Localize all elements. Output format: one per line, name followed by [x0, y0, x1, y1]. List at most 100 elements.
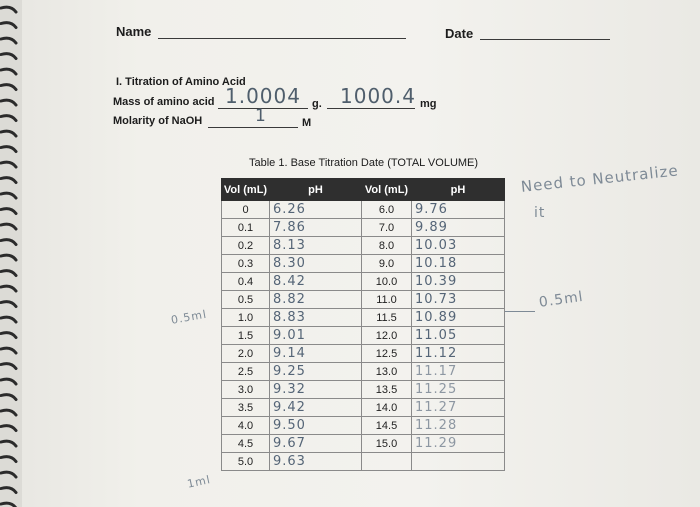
mass-unit-g: g. [312, 98, 322, 110]
spiral-ring [0, 253, 18, 262]
section-title: I. Titration of Amino Acid [116, 76, 246, 88]
vol-cell: 12.0 [361, 326, 412, 345]
vol-cell: 14.5 [361, 416, 412, 435]
vol-cell: 6.0 [361, 200, 412, 219]
table-row: 0.2 8.13 8.0 10.03 [221, 236, 505, 255]
mass-unit-mg: mg [420, 98, 437, 110]
spiral-ring [0, 52, 18, 60]
spiral-ring [0, 114, 18, 122]
spiral-ring [0, 331, 18, 339]
vol-cell: 0 [221, 200, 270, 219]
spiral-ring [0, 486, 18, 494]
ph-cell: 11.12 [411, 344, 505, 363]
name-label: Name [116, 24, 152, 39]
note-neutralize-it: it [534, 205, 546, 221]
titration-table: Vol (mL) pH Vol (mL) pH 0 6.26 6.0 9.76 0.1 7… [221, 178, 505, 471]
ph-cell: 11.27 [411, 398, 505, 417]
mass-value-mg: 1000.4 [340, 84, 416, 108]
vol-cell: 5.0 [221, 452, 270, 471]
date-line [480, 39, 610, 40]
spiral-ring [0, 284, 18, 293]
vol-cell: 13.5 [361, 380, 412, 399]
vol-cell: 1.0 [221, 308, 270, 327]
vol-cell: 2.0 [221, 344, 270, 363]
header-ph-1: pH [269, 178, 362, 201]
mass-mg-line [327, 108, 415, 109]
ph-cell: 9.25 [269, 362, 362, 381]
vol-cell: 4.0 [221, 416, 270, 435]
table-row: 5.0 9.63 [221, 452, 505, 471]
ph-cell: 10.18 [411, 254, 505, 273]
name-line [158, 38, 406, 39]
ph-cell: 8.13 [269, 236, 362, 255]
spiral-ring [0, 470, 18, 479]
table-header-row: Vol (mL) pH Vol (mL) pH [221, 178, 505, 201]
vol-cell: 8.0 [361, 236, 412, 255]
vol-cell: 3.5 [221, 398, 270, 417]
spiral-ring [0, 238, 18, 246]
table-row: 3.5 9.42 14.0 11.27 [221, 398, 505, 417]
spiral-ring [0, 269, 18, 277]
vol-cell: 0.1 [221, 218, 270, 237]
spiral-ring [0, 83, 18, 91]
vol-cell [361, 452, 412, 471]
ph-cell: 9.89 [411, 218, 505, 237]
ph-cell: 9.50 [269, 416, 362, 435]
spiral-ring [0, 160, 18, 169]
spiral-ring [0, 362, 18, 370]
table-row: 4.5 9.67 15.0 11.29 [221, 434, 505, 453]
molarity-label: Molarity of NaOH [113, 115, 203, 127]
vol-cell: 1.5 [221, 326, 270, 345]
table-row: 0.3 8.30 9.0 10.18 [221, 254, 505, 273]
vol-cell: 13.0 [361, 362, 412, 381]
ph-cell: 9.01 [269, 326, 362, 345]
ph-cell: 11.29 [411, 434, 505, 453]
ph-cell: 6.26 [269, 200, 362, 219]
table-row: 1.5 9.01 12.0 11.05 [221, 326, 505, 345]
ph-cell: 9.76 [411, 200, 505, 219]
spiral-ring [0, 424, 18, 432]
ph-cell: 9.63 [269, 452, 362, 471]
ph-cell: 8.30 [269, 254, 362, 273]
molarity-value: 1 [255, 106, 267, 126]
table-body: 0 6.26 6.0 9.76 0.1 7.86 7.0 9.89 0.2 8.13 8.0 10.0… [221, 200, 505, 471]
header-vol-1: Vol (mL) [221, 178, 270, 201]
vol-cell: 2.5 [221, 362, 270, 381]
vol-cell: 0.2 [221, 236, 270, 255]
ph-cell: 8.83 [269, 308, 362, 327]
spiral-ring [0, 455, 18, 463]
ph-cell: 9.14 [269, 344, 362, 363]
mass-label: Mass of amino acid [113, 96, 215, 108]
spiral-ring [0, 36, 18, 45]
spiral-ring [0, 439, 18, 448]
ph-cell: 11.05 [411, 326, 505, 345]
molarity-line [208, 127, 298, 128]
ph-cell [411, 452, 505, 471]
ph-cell: 10.03 [411, 236, 505, 255]
vol-cell: 9.0 [361, 254, 412, 273]
table-row: 2.0 9.14 12.5 11.12 [221, 344, 505, 363]
note-step-line [505, 311, 535, 312]
spiral-ring [0, 98, 18, 107]
vol-cell: 10.0 [361, 272, 412, 291]
table-caption: Table 1. Base Titration Date (TOTAL VOLU… [249, 157, 479, 169]
vol-cell: 0.5 [221, 290, 270, 309]
spiral-ring [0, 5, 18, 14]
spiral-ring [0, 222, 18, 231]
spiral-ring [0, 21, 18, 29]
table-row: 4.0 9.50 14.5 11.28 [221, 416, 505, 435]
spiral-ring [0, 191, 18, 200]
vol-cell: 4.5 [221, 434, 270, 453]
mass-value-g: 1.0004 [225, 84, 301, 108]
ph-cell: 9.42 [269, 398, 362, 417]
vol-cell: 0.3 [221, 254, 270, 273]
spiral-binding [0, 0, 22, 507]
spiral-ring [0, 393, 18, 401]
spiral-ring [0, 67, 18, 76]
vol-cell: 7.0 [361, 218, 412, 237]
spiral-ring [0, 408, 18, 417]
header-ph-2: pH [411, 178, 505, 201]
ph-cell: 7.86 [269, 218, 362, 237]
mass-g-line [218, 108, 308, 109]
spiral-ring [0, 300, 18, 308]
